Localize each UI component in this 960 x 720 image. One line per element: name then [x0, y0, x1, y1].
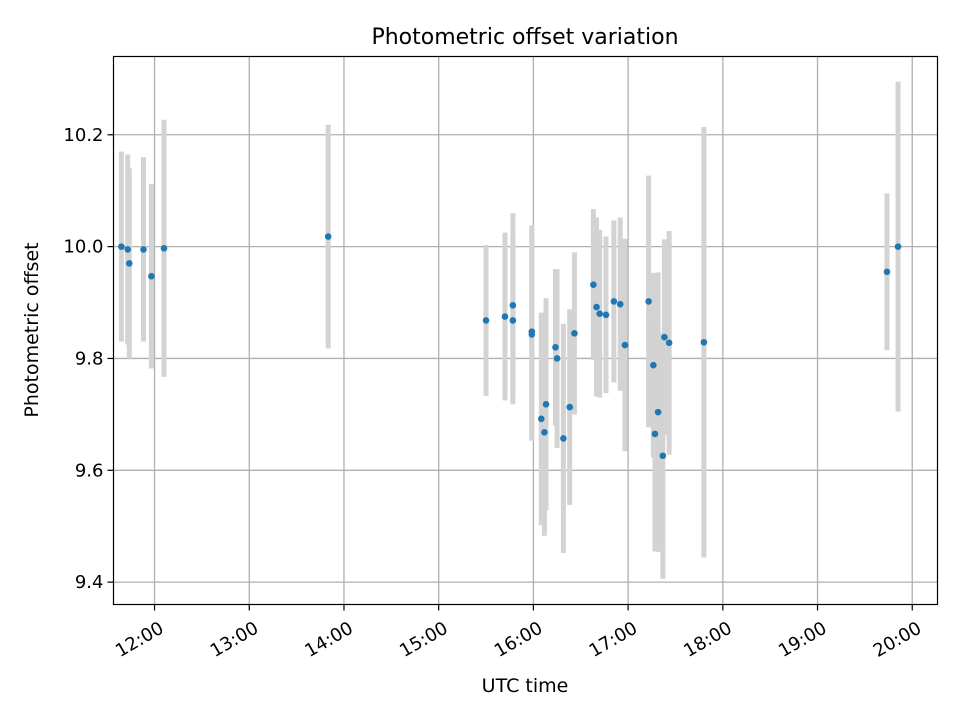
- data-point: [661, 333, 668, 341]
- data-points: [118, 233, 902, 460]
- y-tick-label: 10.0: [63, 237, 103, 258]
- y-tick-label: 9.8: [75, 348, 104, 369]
- data-point: [883, 268, 891, 276]
- data-point: [593, 303, 600, 311]
- data-point: [124, 246, 132, 253]
- data-point: [566, 403, 573, 411]
- data-point: [596, 310, 603, 318]
- data-point: [125, 260, 133, 267]
- data-point: [553, 355, 561, 362]
- data-point: [552, 343, 559, 351]
- data-point: [501, 313, 509, 320]
- data-point: [541, 428, 548, 436]
- data-point: [509, 317, 517, 324]
- data-point: [509, 302, 517, 309]
- data-point: [650, 361, 657, 369]
- data-point: [621, 341, 629, 349]
- data-point: [160, 245, 168, 252]
- data-point: [148, 272, 155, 280]
- data-point: [590, 281, 597, 288]
- y-tick-label: 9.6: [75, 460, 104, 481]
- data-point: [645, 298, 652, 305]
- y-tick-label: 9.4: [75, 572, 104, 593]
- plot-frame: [112, 55, 939, 606]
- data-point: [602, 311, 610, 319]
- data-point: [651, 430, 659, 438]
- y-tick-label: 10.2: [63, 125, 103, 146]
- data-point: [542, 401, 550, 408]
- data-point: [528, 328, 536, 335]
- data-point: [616, 300, 624, 308]
- data-point: [665, 339, 673, 347]
- y-axis-label: Photometric offset: [21, 242, 43, 417]
- data-point: [894, 243, 902, 250]
- data-point: [118, 243, 125, 250]
- data-point: [324, 233, 332, 240]
- data-point: [654, 408, 662, 416]
- data-point: [700, 338, 708, 346]
- data-point: [140, 246, 147, 253]
- data-point: [610, 298, 618, 305]
- data-point: [560, 435, 567, 442]
- chart-title: Photometric offset variation: [371, 25, 678, 50]
- data-point: [482, 317, 490, 324]
- data-point: [571, 329, 578, 337]
- data-point: [537, 415, 545, 423]
- data-point: [659, 452, 667, 460]
- x-axis-label: UTC time: [482, 675, 569, 697]
